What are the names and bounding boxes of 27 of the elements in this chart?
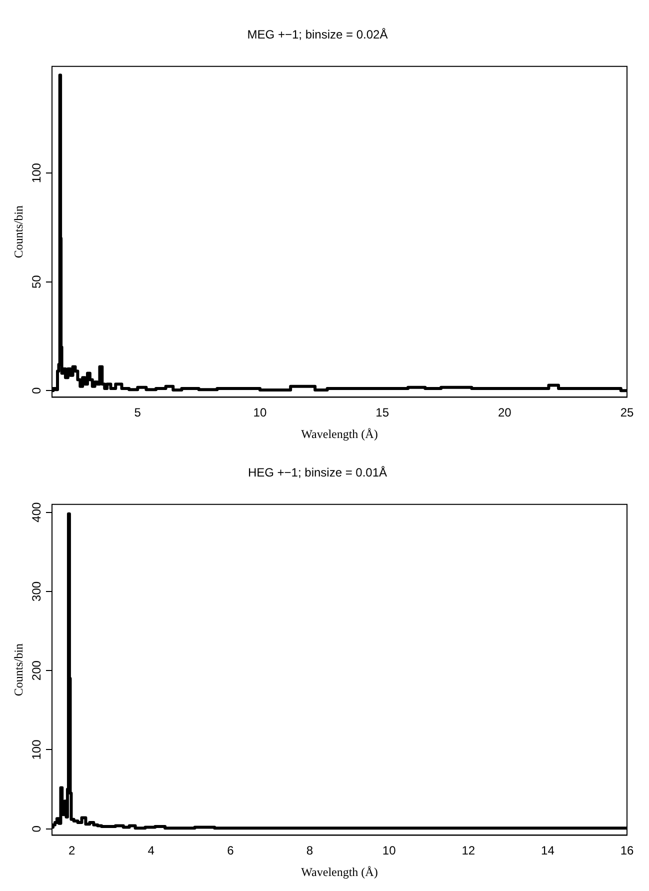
y-axis-title: Counts/bin xyxy=(11,205,26,258)
x-tick-label: 10 xyxy=(382,844,396,858)
chart-title: HEG +−1; binsize = 0.01Å xyxy=(248,466,388,480)
x-tick-label: 8 xyxy=(306,844,314,858)
y-tick-label: 0 xyxy=(29,825,44,832)
x-tick-label: 5 xyxy=(134,406,142,420)
x-tick-label: 25 xyxy=(620,406,634,420)
x-tick-label: 2 xyxy=(68,844,76,858)
y-tick-label: 400 xyxy=(29,502,44,522)
y-axis-title: Counts/bin xyxy=(11,643,26,696)
x-tick-label: 16 xyxy=(620,844,634,858)
x-axis-title: Wavelength (Å) xyxy=(301,426,378,441)
x-tick-label: 15 xyxy=(376,406,390,420)
chart-title: MEG +−1; binsize = 0.02Å xyxy=(247,28,388,42)
x-tick-label: 6 xyxy=(227,844,234,858)
x-tick-label: 4 xyxy=(148,844,155,858)
y-tick-label: 300 xyxy=(29,581,44,602)
y-tick-label: 0 xyxy=(29,387,44,394)
y-tick-label: 200 xyxy=(29,660,44,681)
x-tick-label: 10 xyxy=(253,406,267,420)
x-tick-label: 20 xyxy=(498,406,512,420)
x-axis-title: Wavelength (Å) xyxy=(301,864,378,879)
y-tick-label: 100 xyxy=(29,739,44,760)
y-tick-label: 100 xyxy=(29,162,44,184)
y-tick-label: 50 xyxy=(29,274,44,289)
x-tick-label: 14 xyxy=(541,844,555,858)
x-tick-label: 12 xyxy=(462,844,476,858)
